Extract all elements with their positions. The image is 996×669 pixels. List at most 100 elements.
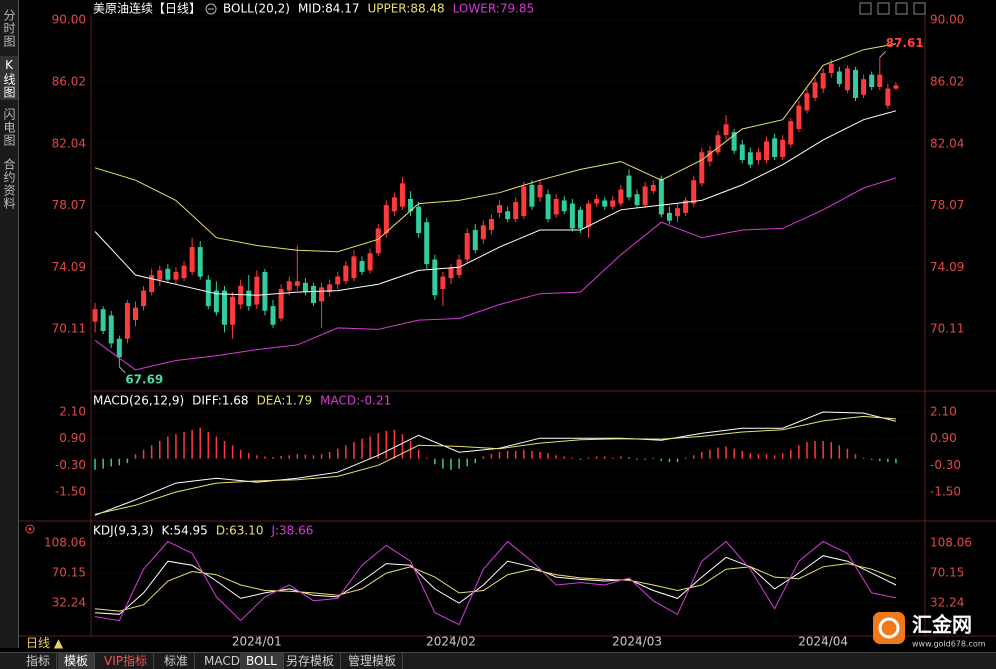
annotation: 67.69	[125, 372, 163, 386]
x-tick-label: 2024/02	[426, 635, 476, 649]
legend-label: K:54.95	[162, 524, 208, 538]
y-tick-label: 82.04	[930, 136, 964, 150]
candle-body	[124, 302, 130, 339]
y-tick-label: 90.00	[930, 13, 964, 27]
candle-body	[836, 71, 842, 84]
candle-body	[408, 198, 414, 212]
candle-body	[521, 186, 527, 216]
y-tick-label: 78.07	[52, 198, 86, 212]
y-tick-label: -0.30	[55, 458, 86, 472]
candle-body	[553, 198, 559, 215]
bottom-tabs: 指标 模板 VIP指标 标准 MACD BOLL 另存模板 管理模板	[0, 652, 996, 669]
candle-body	[238, 285, 244, 305]
candle-body	[747, 152, 753, 165]
bottom-tab[interactable]: BOLL	[240, 653, 284, 669]
bottom-tab[interactable]: VIP指标	[98, 653, 154, 669]
legend-label: D:63.10	[216, 524, 264, 538]
bottom-tab[interactable]: 管理模板	[342, 653, 404, 669]
candle-body	[254, 276, 260, 305]
bottom-tab[interactable]: 另存模板	[280, 653, 342, 669]
candle-body	[246, 290, 252, 307]
candle-body	[691, 180, 697, 204]
candle-body	[132, 307, 138, 321]
icon[interactable]	[913, 2, 926, 15]
logo-url: www.gold678.com	[912, 640, 986, 649]
candle-body	[335, 276, 341, 285]
legend-label: UPPER:88.48	[367, 2, 444, 16]
candle-body	[221, 290, 227, 325]
y-tick-label: 82.04	[52, 136, 86, 150]
candle-body	[108, 315, 114, 344]
y-tick-label: 70.11	[930, 322, 964, 336]
candle-body	[569, 203, 575, 229]
icon[interactable]	[859, 2, 872, 15]
indicator-line	[94, 415, 897, 515]
candle-body	[683, 200, 689, 213]
candle-body	[885, 88, 891, 106]
candle-body	[205, 279, 211, 307]
candle-body	[424, 222, 430, 265]
legend-label: DIFF:1.68	[192, 394, 248, 408]
candle-body	[772, 138, 778, 157]
candle-body	[149, 275, 155, 293]
legend-label: DEA:1.79	[257, 394, 313, 408]
legend-label: KDJ(9,3,3)	[93, 524, 154, 538]
candle-body	[594, 198, 600, 204]
candle-body	[302, 282, 308, 293]
annotation: 87.61	[886, 36, 924, 50]
candle-body	[505, 211, 511, 220]
annotation-leader	[879, 50, 887, 58]
candle-body	[650, 184, 656, 192]
candle-body	[310, 285, 316, 303]
y-tick-label: 90.00	[52, 13, 86, 27]
candle-body	[197, 247, 203, 277]
candle-body	[367, 253, 373, 271]
candle-body	[116, 338, 122, 358]
side-tab[interactable]: 闪电图	[2, 107, 16, 147]
candle-body	[100, 309, 106, 331]
candle-body	[658, 178, 664, 215]
candle-body	[634, 194, 640, 206]
candle-body	[828, 63, 834, 74]
x-tick-label: 2024/04	[798, 635, 848, 649]
candle-body	[610, 200, 616, 207]
y-tick-label: 32.24	[930, 595, 964, 609]
candle-body	[189, 247, 195, 272]
y-tick-label: 0.90	[59, 431, 86, 445]
bottom-tab[interactable]: 模板	[58, 653, 96, 669]
indicator-line	[94, 110, 897, 296]
candle-body	[286, 281, 292, 291]
y-tick-label: 86.02	[930, 75, 964, 89]
candle-body	[764, 141, 770, 161]
candle-body	[278, 289, 284, 319]
y-tick-label: 70.15	[930, 566, 964, 580]
side-tab[interactable]: 合约资料	[2, 158, 16, 210]
candle-body	[699, 152, 705, 184]
logo-swirl	[878, 617, 900, 639]
candle-body	[618, 189, 624, 204]
annotation-leader	[118, 366, 126, 374]
candle-body	[626, 175, 632, 198]
y-tick-label: 78.07	[930, 198, 964, 212]
kdj-icon[interactable]	[25, 524, 35, 534]
candle-body	[788, 121, 794, 145]
candle-body	[213, 290, 219, 313]
icon[interactable]	[895, 2, 908, 15]
candle-body	[666, 212, 672, 221]
y-tick-label: 74.09	[930, 260, 964, 274]
period-selector[interactable]: 日线 ▲	[26, 636, 64, 650]
legend-label: BOLL(20,2)	[223, 2, 290, 16]
side-tab[interactable]: K线图	[0, 56, 18, 100]
icon[interactable]	[877, 2, 890, 15]
logo-name: 汇金网	[912, 613, 972, 637]
candle-body	[141, 290, 147, 307]
indicator-line	[94, 540, 897, 626]
candle-body	[739, 144, 745, 161]
bottom-tab[interactable]: 标准	[158, 653, 196, 669]
bottom-tab[interactable]: 指标	[20, 653, 58, 669]
candle-body	[327, 284, 333, 293]
candle-body	[586, 203, 592, 227]
y-tick-label: -0.30	[930, 458, 961, 472]
side-tab[interactable]: 分时图	[2, 8, 16, 48]
candle-body	[513, 202, 519, 220]
